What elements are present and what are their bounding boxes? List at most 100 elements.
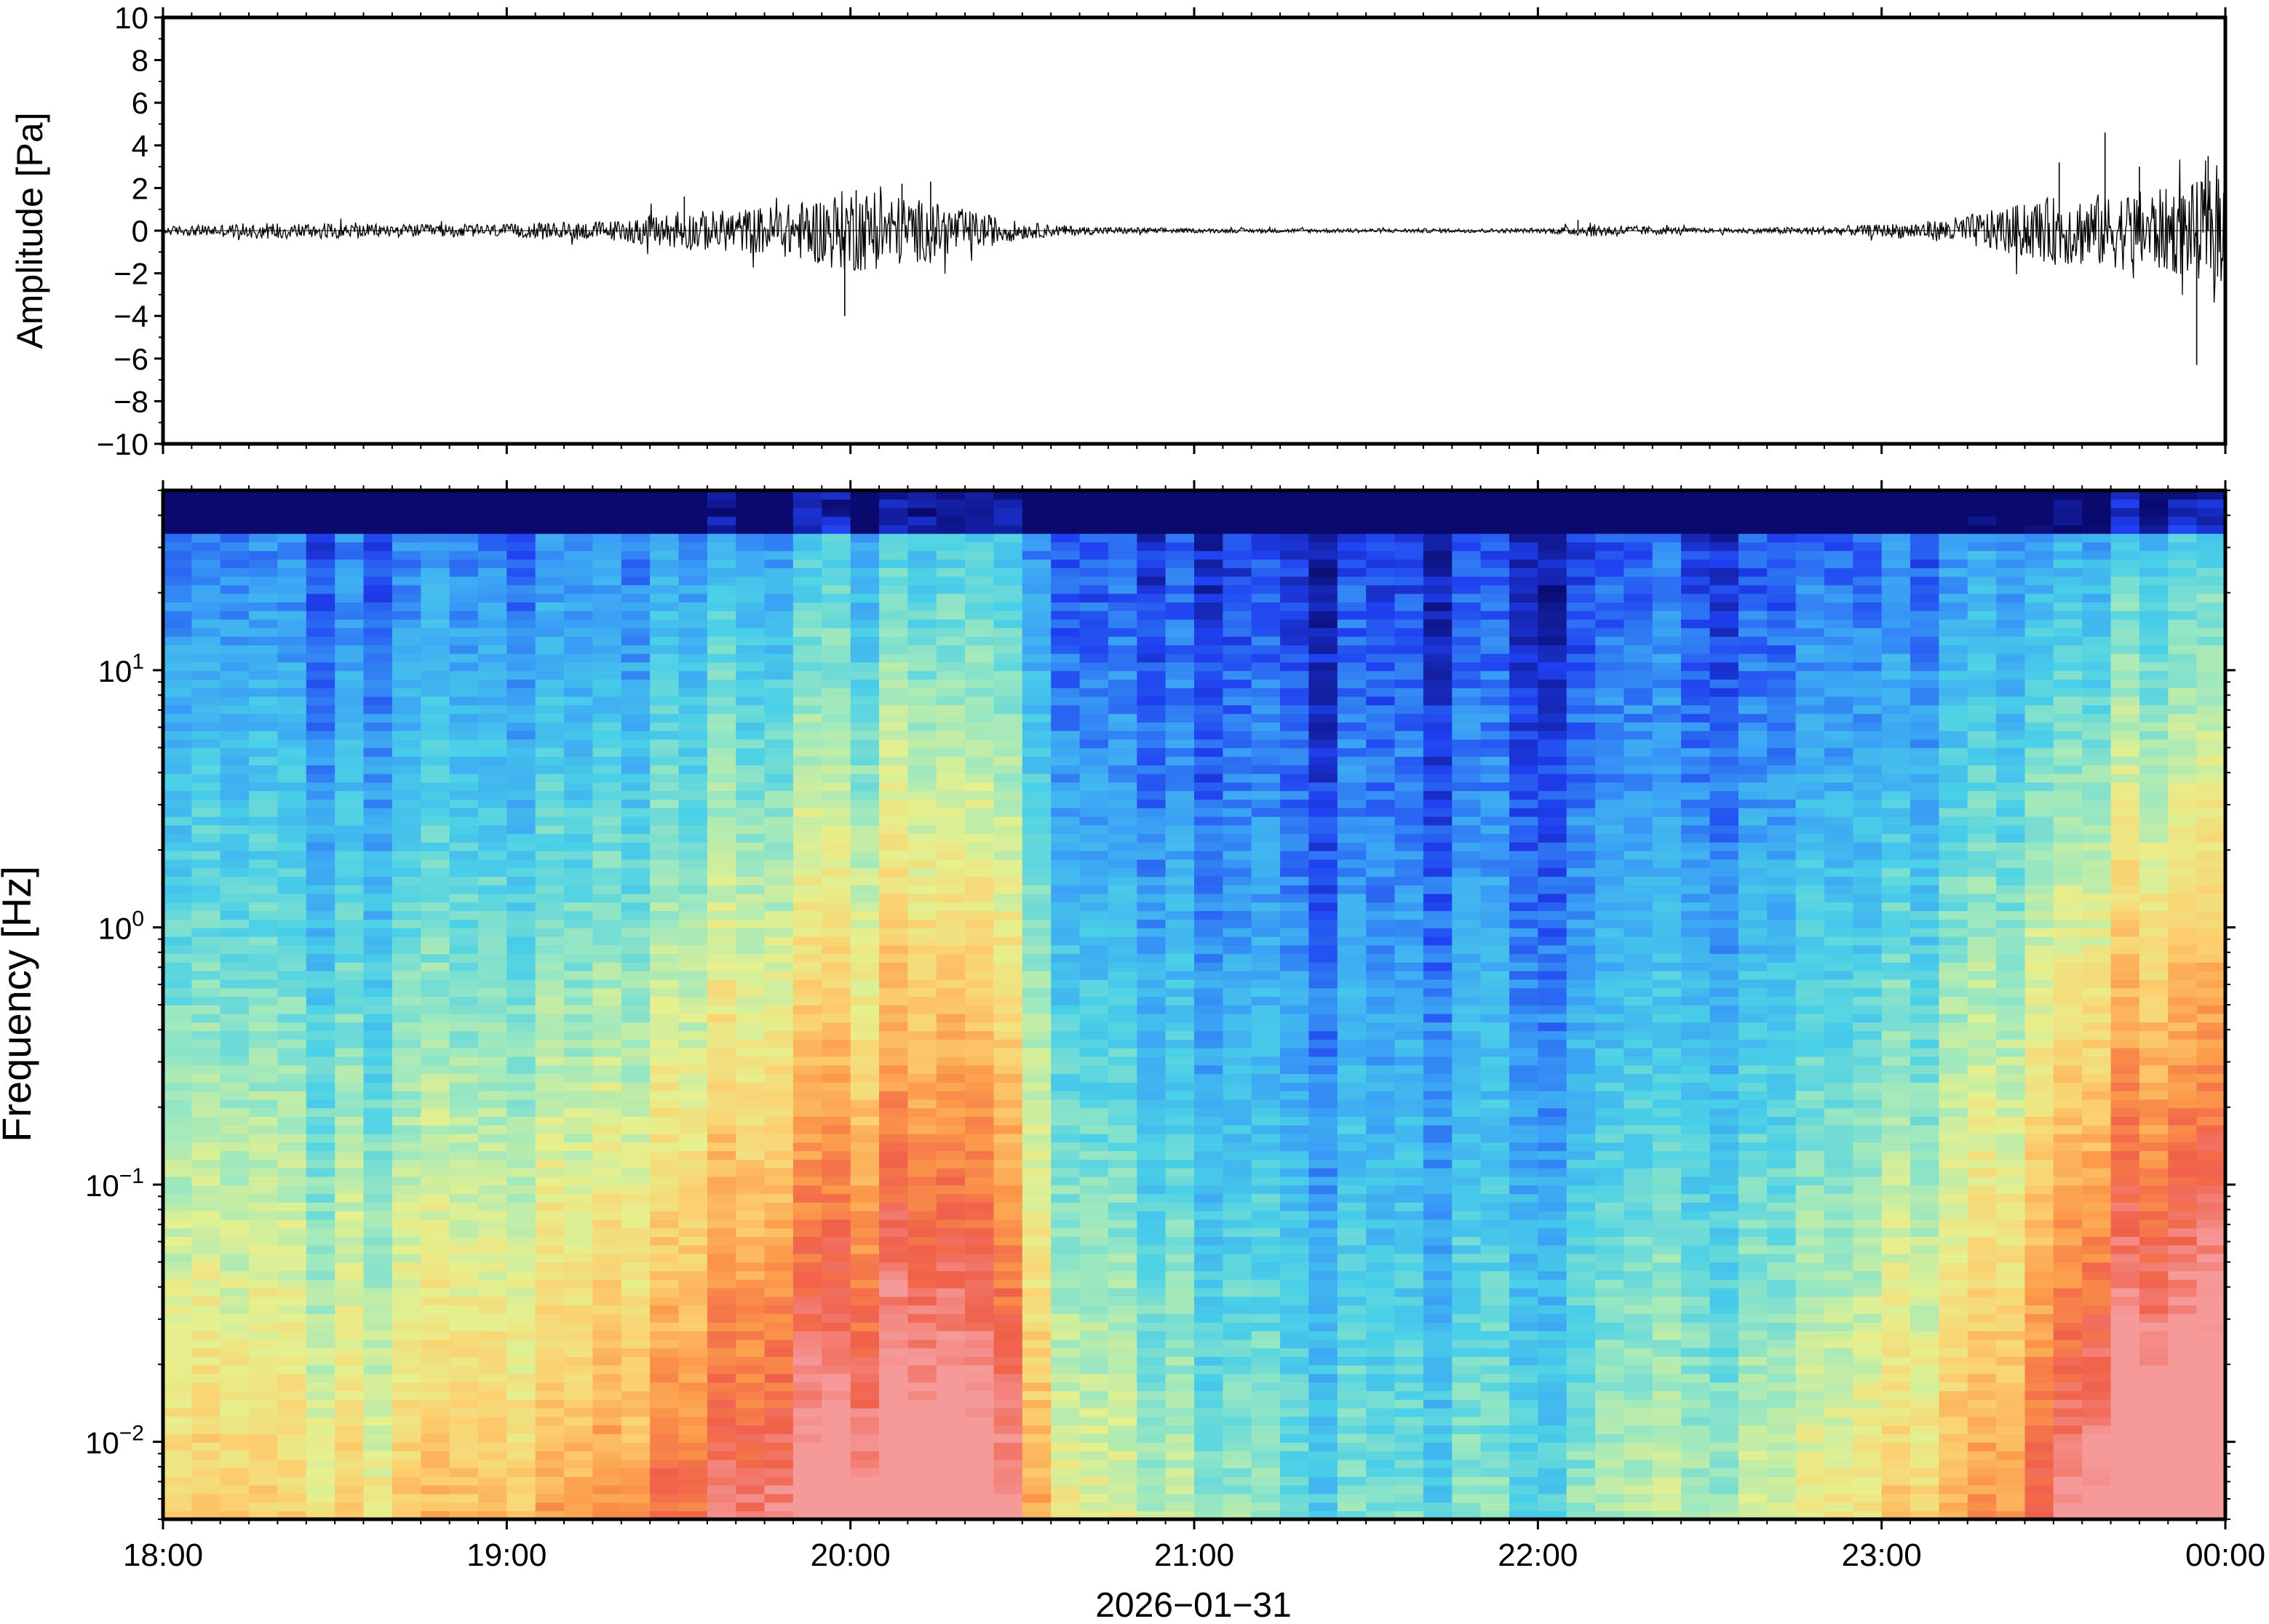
spectrogram-cell (392, 541, 422, 552)
spectrogram-cell (478, 1356, 508, 1366)
spectrogram-cell (736, 765, 766, 774)
spectrogram-cell (277, 996, 307, 1006)
spectrogram-cell (1194, 1330, 1224, 1340)
spectrogram-cell (993, 1159, 1023, 1169)
spectrogram-cell (1108, 928, 1138, 937)
spectrogram-cell (306, 808, 335, 817)
spectrogram-cell (191, 550, 221, 560)
spectrogram-cell (850, 996, 880, 1006)
spectrogram-cell (249, 1330, 279, 1340)
spectrogram-cell (993, 1364, 1023, 1374)
spectrogram-cell (421, 1364, 450, 1374)
spectrogram-cell (1022, 756, 1052, 765)
spectrogram-cell (421, 722, 450, 731)
spectrogram-cell (421, 688, 450, 697)
spectrogram-cell (678, 893, 708, 903)
spectrogram-cell (535, 1125, 565, 1134)
spectrogram-cell (650, 987, 680, 997)
spectrogram-cell (535, 1107, 565, 1117)
spectrogram-cell (506, 1116, 536, 1126)
spectrogram-cell (1194, 1442, 1224, 1452)
spectrogram-cell (1165, 1493, 1195, 1503)
spectrogram-cell (650, 1005, 680, 1014)
spectrogram-cell (478, 1047, 508, 1057)
spectrogram-cell (449, 1407, 479, 1417)
spectrogram-cell (764, 987, 794, 997)
spectrogram-cell (879, 850, 909, 860)
spectrogram-cell (163, 1116, 193, 1126)
spectrogram-cell (1280, 1476, 1310, 1486)
spectrogram-cell (678, 1484, 708, 1494)
spectrogram-cell (621, 1090, 651, 1100)
spectrogram-cell (993, 1510, 1023, 1519)
spectrogram-cell (707, 722, 737, 731)
spectrogram-cell (650, 1013, 680, 1023)
spectrogram-cell (850, 1227, 880, 1237)
spectrogram-cell (936, 1039, 966, 1048)
spectrogram-cell (421, 859, 450, 869)
spectrogram-cell (965, 962, 995, 971)
spectrogram-cell (822, 1399, 851, 1409)
spectrogram-cell (249, 730, 279, 740)
spectrogram-cell (277, 1064, 307, 1075)
spectrogram-cell (1194, 661, 1224, 672)
spectrogram-cell (220, 1176, 250, 1186)
spectrogram-cell (764, 808, 794, 817)
spectrogram-cell (449, 507, 479, 517)
spectrogram-cell (936, 1193, 966, 1203)
spectrogram-cell (1280, 1107, 1310, 1117)
spectrogram-cell (993, 661, 1023, 672)
spectrogram-cell (1051, 1056, 1081, 1066)
spectrogram-cell (1051, 661, 1081, 672)
spectrogram-cell (993, 713, 1023, 723)
spectrogram-cell (392, 1433, 422, 1443)
spectrogram-cell (1251, 1202, 1281, 1211)
spectrogram-cell (1051, 1493, 1081, 1503)
spectrogram-cell (1079, 1056, 1109, 1066)
spectrogram-cell (1051, 842, 1081, 851)
spectrogram-cell (621, 1287, 651, 1297)
spectrogram-cell (650, 1047, 680, 1057)
spectrogram-cell (363, 842, 393, 851)
spectrogram-cell (1280, 1425, 1310, 1434)
spectrogram-cell (421, 1296, 450, 1306)
spectrogram-cell (1137, 987, 1167, 997)
spectrogram-cell (592, 1133, 622, 1143)
spectrogram-cell (850, 653, 880, 663)
spectrogram-cell (1194, 1476, 1224, 1486)
spectrogram-cell (993, 816, 1023, 826)
spectrogram-cell (1079, 936, 1109, 946)
spectrogram-cell (1022, 1099, 1052, 1109)
spectrogram-cell (1022, 979, 1052, 989)
spectrogram-cell (249, 747, 279, 757)
spectrogram-cell (335, 1176, 365, 1186)
spectrogram-cell (249, 1416, 279, 1426)
spectrogram-cell (277, 1210, 307, 1220)
spectrogram-cell (1051, 962, 1081, 971)
spectrogram-cell (535, 1279, 565, 1289)
spectrogram-cell (707, 1039, 737, 1048)
spectrogram-cell (421, 1047, 450, 1057)
spectrogram-cell (191, 576, 221, 586)
spectrogram-cell (421, 928, 450, 937)
spectrogram-cell (1108, 722, 1138, 731)
spectrogram-cell (621, 636, 651, 645)
spectrogram-cell (163, 1468, 193, 1477)
spectrogram-cell (449, 1510, 479, 1519)
spectrogram-cell (736, 1219, 766, 1229)
spectrogram-cell (965, 610, 995, 620)
spectrogram-cell (1251, 1150, 1281, 1160)
spectrogram-cell (449, 568, 479, 577)
spectrogram-cell (1165, 1407, 1195, 1417)
spectrogram-cell (1051, 1219, 1081, 1229)
spectrogram-cell (363, 910, 393, 920)
spectrogram-cell (592, 670, 622, 680)
spectrogram-cell (1051, 1270, 1081, 1280)
spectrogram-cell (1223, 1210, 1252, 1220)
spectrogram-cell (879, 1210, 909, 1220)
spectrogram-cell (736, 928, 766, 937)
spectrogram-cell (306, 704, 335, 715)
spectrogram-cell (277, 756, 307, 765)
spectrogram-cell (506, 722, 536, 731)
spectrogram-cell (1194, 1082, 1224, 1091)
